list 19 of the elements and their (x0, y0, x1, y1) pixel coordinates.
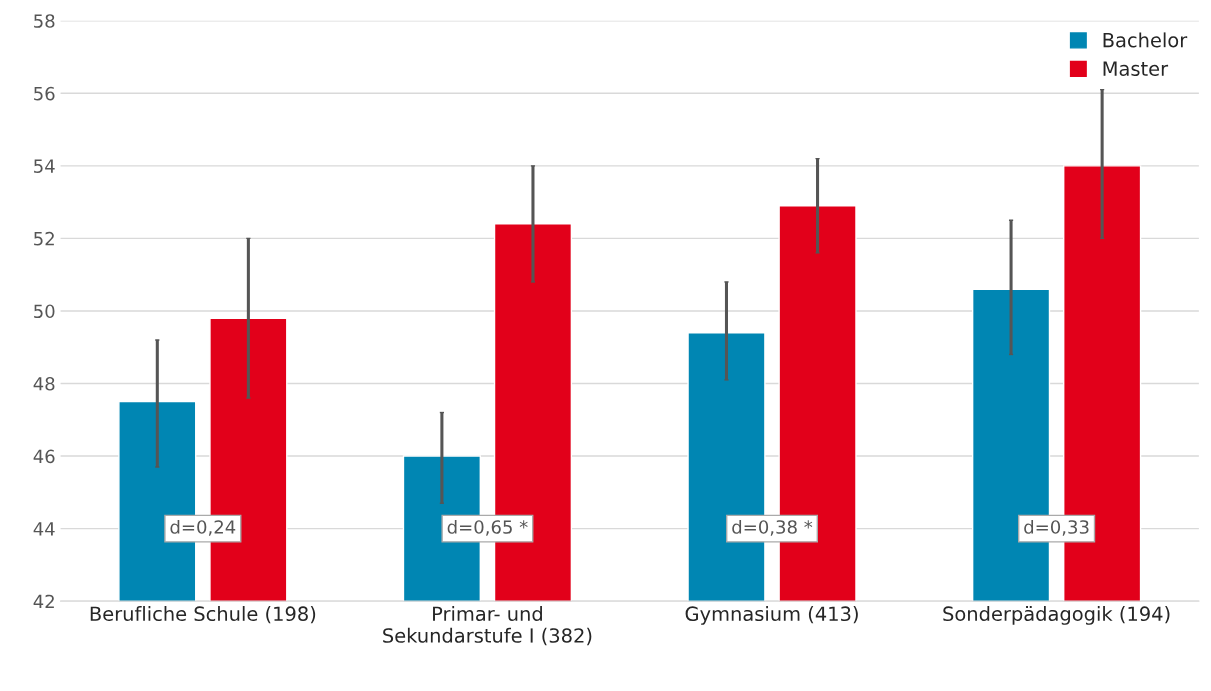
legend-label: Bachelor (1103, 32, 1188, 48)
y-tick-label: 56 (34, 86, 55, 101)
annotation: d=0,33 (1024, 519, 1089, 536)
x-tick-label: Gymnasium (413) (685, 606, 858, 625)
y-tick-label: 44 (33, 522, 55, 536)
y-tick-label: 42 (33, 594, 54, 609)
x-tick-label: Berufliche Schule (198) (90, 606, 316, 624)
y-tick-label: 58 (34, 14, 55, 28)
annotation: d=0,65 * (447, 519, 528, 536)
y-tick-label: 46 (33, 449, 55, 464)
y-tick-label: 50 (34, 304, 55, 319)
y-tick-label: 54 (34, 159, 55, 173)
x-tick-label: Primar- und Sekundarstufe I (382) (383, 606, 592, 646)
annotation: d=0,38 * (732, 519, 813, 536)
annotation: d=0,24 (170, 519, 236, 536)
legend-label: Master (1103, 61, 1169, 76)
x-tick-label: Sonderpädagogik (194) (943, 606, 1170, 625)
y-tick-label: 52 (34, 231, 54, 246)
y-tick-label: 48 (33, 376, 55, 391)
